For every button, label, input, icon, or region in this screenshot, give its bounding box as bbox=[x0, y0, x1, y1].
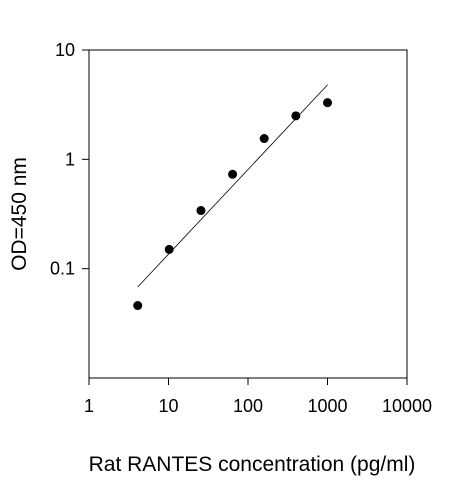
y-tick-label: 1 bbox=[65, 149, 75, 169]
y-axis-ticks: 0.1 1 10 bbox=[50, 40, 89, 279]
x-tick-label: 100 bbox=[233, 396, 263, 416]
x-tick-label: 10 bbox=[158, 396, 178, 416]
y-axis-title: OD=450 nm bbox=[8, 157, 31, 271]
data-point bbox=[323, 98, 332, 108]
x-tick-label: 1000 bbox=[307, 396, 347, 416]
x-tick-label: 10000 bbox=[382, 396, 432, 416]
data-point bbox=[291, 111, 301, 121]
data-point bbox=[133, 301, 143, 311]
x-tick-label: 1 bbox=[84, 396, 94, 416]
data-point bbox=[196, 206, 206, 216]
y-tick-label: 0.1 bbox=[50, 259, 75, 279]
x-axis-ticks: 1 10 100 1000 10000 bbox=[84, 378, 432, 416]
data-point bbox=[164, 244, 174, 254]
data-point bbox=[259, 134, 269, 144]
data-point bbox=[228, 169, 238, 179]
plot-frame bbox=[88, 49, 408, 379]
x-axis-title: Rat RANTES concentration (pg/ml) bbox=[89, 453, 416, 476]
data-points bbox=[133, 98, 332, 311]
y-tick-label: 10 bbox=[55, 40, 75, 60]
